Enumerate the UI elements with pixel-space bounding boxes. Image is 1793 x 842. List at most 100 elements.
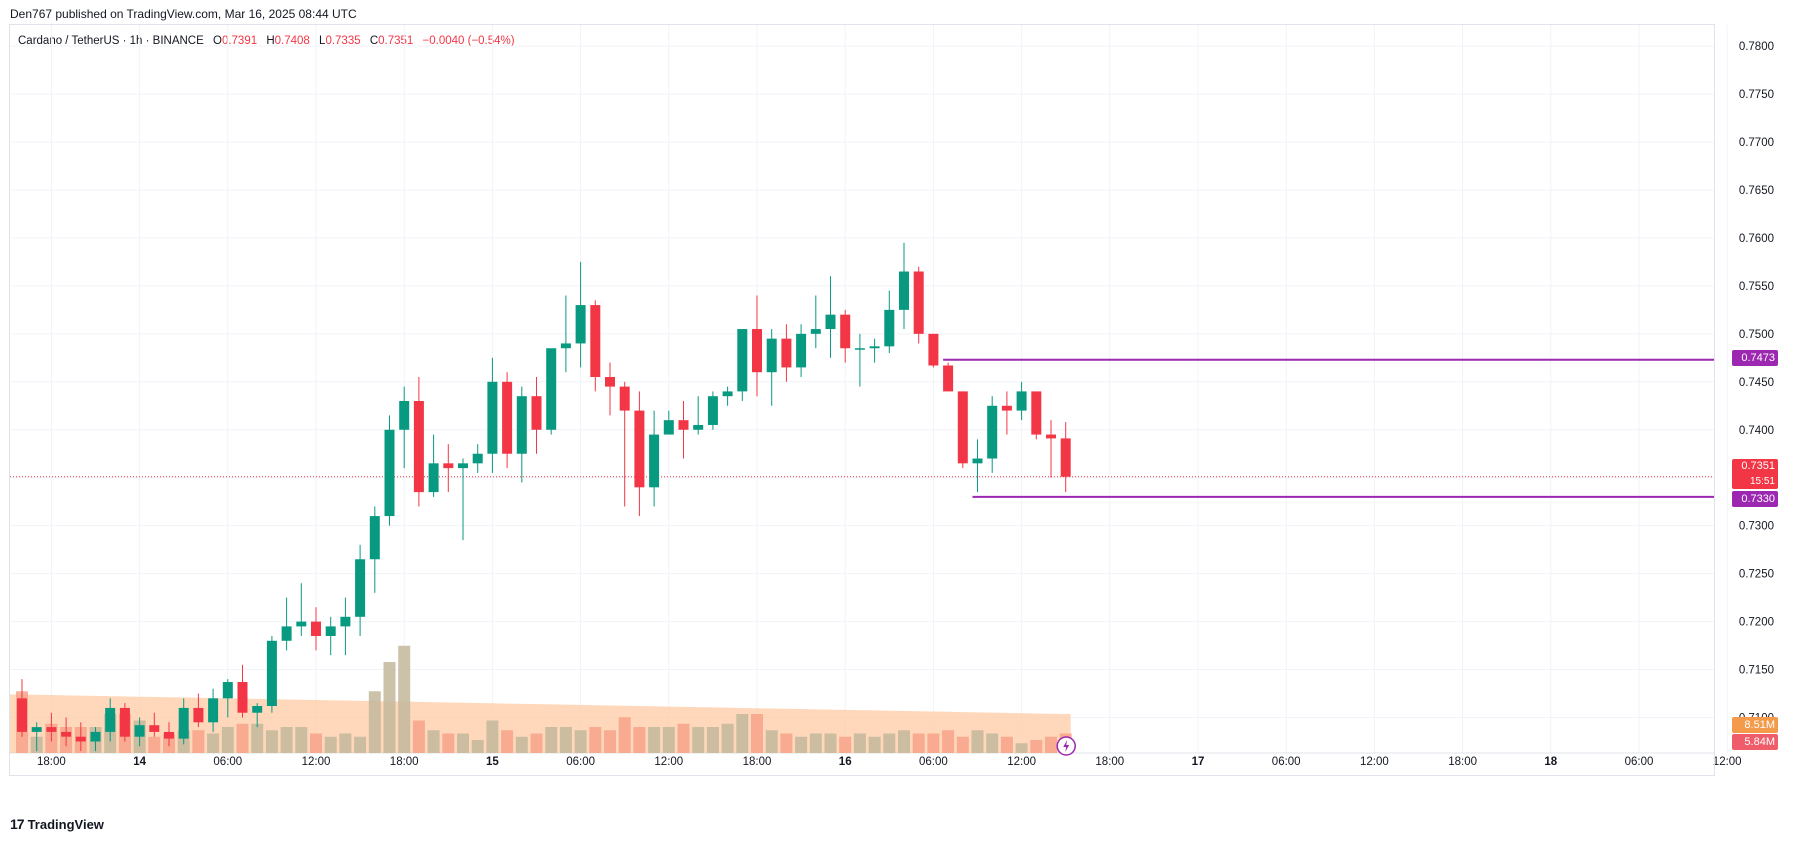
volume-bar xyxy=(824,733,837,753)
volume-bar xyxy=(310,733,322,753)
x-tick-label: 12:00 xyxy=(654,756,683,768)
volume-bar xyxy=(251,723,264,753)
candle-body xyxy=(766,338,777,373)
volume-bar xyxy=(457,733,469,753)
candle-body xyxy=(649,434,660,488)
candle-body xyxy=(105,707,116,732)
volume-bar xyxy=(398,645,411,753)
low-label: L xyxy=(319,35,326,47)
candle-body xyxy=(663,420,674,435)
candle-body xyxy=(810,329,821,334)
volume-bar xyxy=(633,727,646,753)
volume-bar xyxy=(1030,740,1043,753)
volume-bar xyxy=(324,736,337,753)
x-tick-label: 12:00 xyxy=(302,756,331,768)
candle-body xyxy=(369,516,380,560)
y-tick-label: 0.7400 xyxy=(1739,425,1774,437)
candle-body xyxy=(972,458,983,464)
x-tick-label: 06:00 xyxy=(1272,756,1301,768)
tradingview-brand[interactable]: 17 TradingView xyxy=(10,816,104,832)
volume-bar xyxy=(486,720,499,753)
candle-body xyxy=(502,381,513,454)
candle-body xyxy=(90,731,101,742)
volume-bar xyxy=(545,727,558,753)
candle-body xyxy=(752,329,762,373)
candle-body xyxy=(281,626,292,641)
volume-bar xyxy=(853,733,866,753)
candle-body xyxy=(119,707,130,737)
candle-body xyxy=(134,725,145,737)
volume-bar xyxy=(574,730,587,753)
volume-bar xyxy=(648,727,661,753)
candle-body xyxy=(899,271,909,310)
volume-bar xyxy=(736,714,749,753)
candle-body xyxy=(443,463,454,469)
x-tick-label: 12:00 xyxy=(1007,756,1036,768)
x-tick-label: 17 xyxy=(1192,756,1205,768)
volume-bar xyxy=(912,733,925,753)
volume-bar xyxy=(427,730,440,753)
volume-bar xyxy=(780,733,793,753)
candle-body xyxy=(634,410,645,488)
volume-bar xyxy=(1015,743,1028,753)
candle-body xyxy=(178,707,189,739)
volume-bar xyxy=(1045,736,1057,753)
volume-bar xyxy=(942,730,955,753)
candle-body xyxy=(266,640,277,707)
support-price-tag: 0.7330 xyxy=(1732,491,1778,507)
open-value: 0.7391 xyxy=(221,35,258,47)
candle-body xyxy=(384,429,395,517)
candle-body xyxy=(222,682,233,699)
low-value: 0.7335 xyxy=(325,35,361,47)
x-tick-label: 18:00 xyxy=(1448,756,1477,768)
high-value: 0.7408 xyxy=(274,35,310,47)
volume-bar xyxy=(515,736,528,753)
x-tick-label: 12:00 xyxy=(1360,756,1389,768)
candle-body xyxy=(546,348,557,430)
candle-body xyxy=(987,405,998,459)
x-tick-label: 14 xyxy=(133,756,146,768)
current-price-tag: 0.7351 15:51 xyxy=(1732,459,1778,489)
candle-body xyxy=(619,386,630,411)
x-tick-label: 12:00 xyxy=(1713,756,1742,768)
candle-body xyxy=(707,396,718,425)
candle-body xyxy=(737,329,748,392)
volume-bar xyxy=(295,727,308,753)
candle-body xyxy=(1046,434,1056,439)
candle-body xyxy=(928,333,939,366)
candle-body xyxy=(75,736,86,742)
symbol-name[interactable]: Cardano / TetherUS · 1h · BINANCE xyxy=(18,35,204,47)
volume-bar xyxy=(280,727,293,753)
candle-body xyxy=(61,731,72,737)
candle-body xyxy=(1031,391,1042,435)
y-tick-label: 0.7750 xyxy=(1739,89,1774,101)
change-value: −0.0040 (−0.54%) xyxy=(422,35,515,47)
x-tick-label: 06:00 xyxy=(213,756,242,768)
volume-ma-tag: 8.51M xyxy=(1732,717,1778,733)
candle-body xyxy=(575,305,586,344)
volume-bar xyxy=(662,727,675,753)
x-tick-label: 06:00 xyxy=(1625,756,1654,768)
candle-body xyxy=(472,453,483,464)
x-tick-label: 06:00 xyxy=(919,756,948,768)
x-tick-label: 18:00 xyxy=(390,756,419,768)
candle-body xyxy=(913,271,924,334)
candle-body xyxy=(325,626,336,636)
volume-bar xyxy=(927,733,940,753)
candle-body xyxy=(957,391,968,464)
y-tick-label: 0.7800 xyxy=(1739,41,1774,53)
volume-tag: 5.84M xyxy=(1732,734,1778,750)
publish-header: Den767 published on TradingView.com, Mar… xyxy=(10,7,357,21)
candle-body xyxy=(796,333,807,368)
candle-body xyxy=(311,621,321,636)
y-tick-label: 0.7550 xyxy=(1739,281,1774,293)
x-tick-label: 18:00 xyxy=(743,756,772,768)
volume-bar xyxy=(368,691,381,753)
volume-bar xyxy=(471,740,484,753)
candle-body xyxy=(428,463,439,493)
candle-body xyxy=(560,343,571,349)
candle-body xyxy=(208,698,219,723)
volume-bar xyxy=(221,727,234,753)
candle-body xyxy=(164,731,174,739)
